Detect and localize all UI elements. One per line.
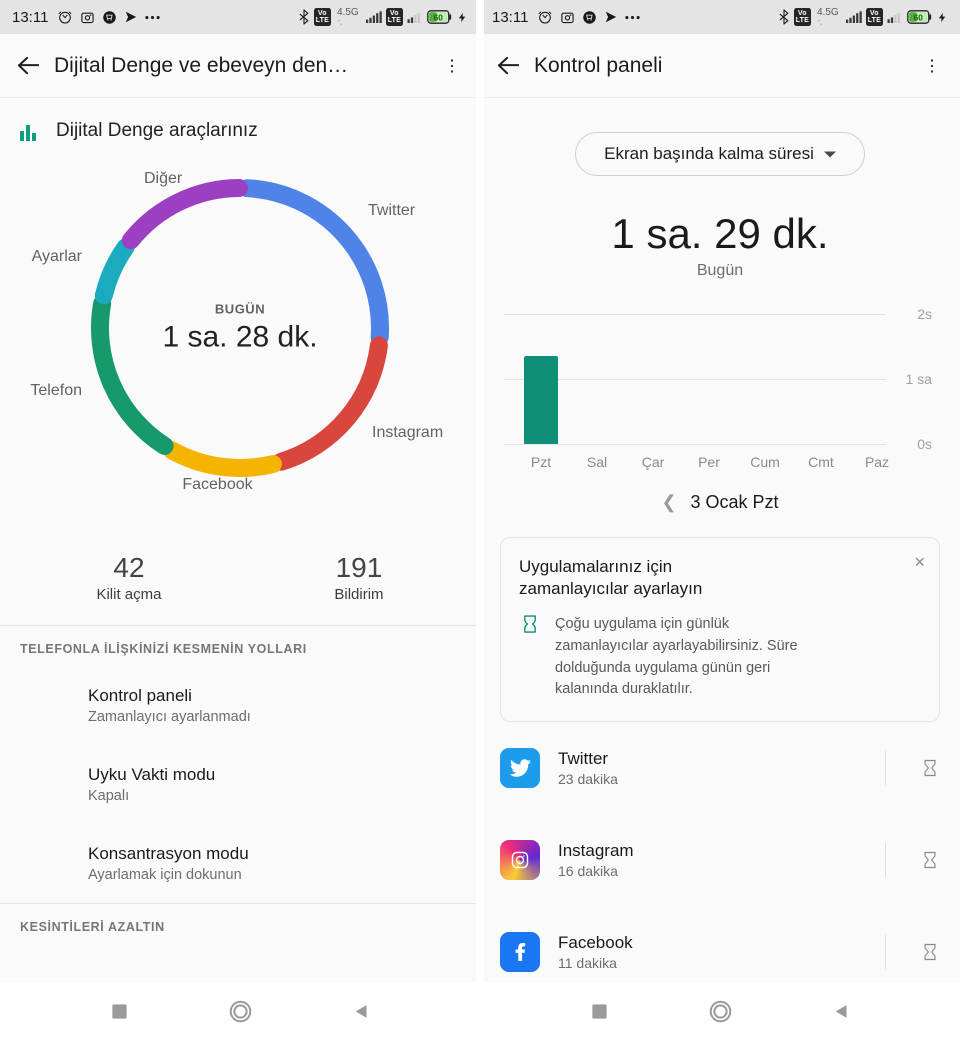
- svg-text:60: 60: [914, 12, 924, 22]
- svg-text:60: 60: [434, 12, 444, 22]
